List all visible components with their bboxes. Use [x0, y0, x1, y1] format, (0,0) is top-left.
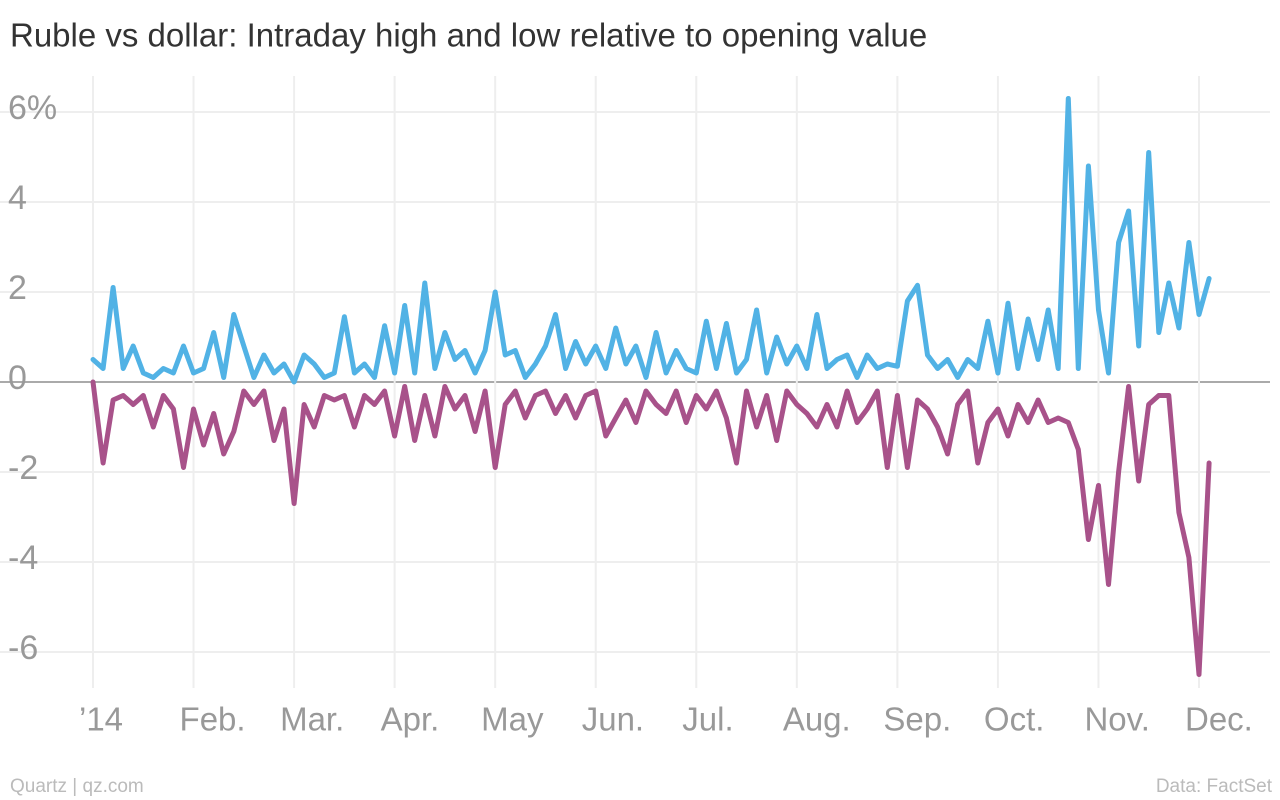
data-line: [90, 96, 1212, 385]
x-tick-label: Sep.: [883, 701, 951, 738]
chart-title: Ruble vs dollar: Intraday high and low r…: [10, 17, 927, 54]
x-tick-label: Oct.: [984, 701, 1045, 738]
x-tick-label: ’14: [79, 701, 123, 738]
x-tick-label: Apr.: [381, 701, 440, 738]
x-tick-label: Jul.: [682, 701, 733, 738]
credit: Quartz | qz.com: [10, 776, 144, 797]
data-line: [90, 379, 1212, 677]
y-tick-label: -6: [8, 629, 38, 667]
x-tick-label: Jun.: [582, 701, 644, 738]
y-tick-label: 2: [8, 269, 27, 307]
y-tick-label: -2: [8, 449, 38, 487]
x-tick-label: Nov.: [1084, 701, 1149, 738]
y-tick-label: -4: [8, 539, 38, 577]
x-tick-label: Dec.: [1185, 701, 1253, 738]
x-tick-label: Aug.: [783, 701, 851, 738]
x-tick-label: Mar.: [280, 701, 344, 738]
y-tick-label: 4: [8, 179, 27, 217]
x-tick-label: May: [481, 701, 544, 738]
x-tick-label: Feb.: [180, 701, 246, 738]
y-tick-label: 6%: [8, 89, 57, 127]
y-tick-label: 0: [8, 359, 27, 397]
source: Data: FactSet: [1156, 776, 1273, 797]
